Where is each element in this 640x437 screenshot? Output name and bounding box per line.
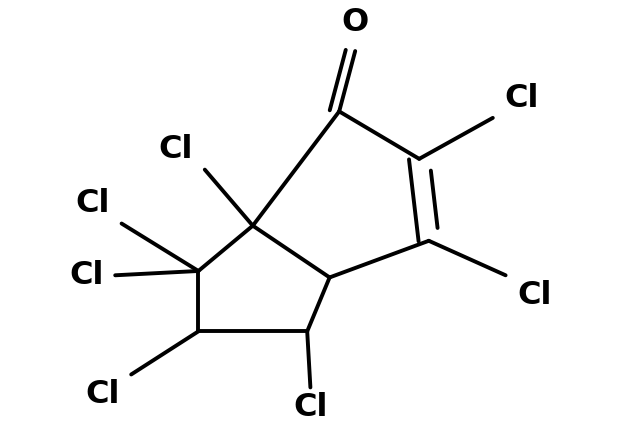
- Text: Cl: Cl: [293, 392, 328, 423]
- Text: Cl: Cl: [517, 280, 552, 311]
- Text: Cl: Cl: [69, 260, 104, 291]
- Text: Cl: Cl: [504, 83, 539, 114]
- Text: O: O: [342, 7, 369, 38]
- Text: Cl: Cl: [159, 134, 193, 165]
- Text: Cl: Cl: [76, 188, 110, 219]
- Text: Cl: Cl: [85, 379, 120, 410]
